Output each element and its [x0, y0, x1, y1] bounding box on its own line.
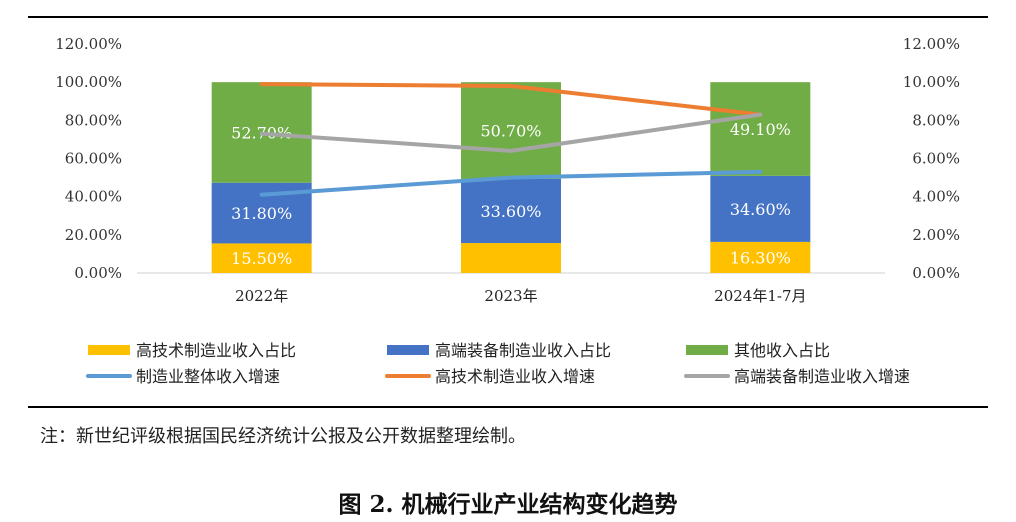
figure-caption: 图 2. 机械行业产业结构变化趋势	[338, 491, 678, 518]
bar-segment	[710, 82, 811, 176]
stacked-bar-line-chart: 0.00% 20.00% 40.00% 60.00% 80.00% 100.00% 120.…	[28, 16, 988, 408]
legend-label: 高技术制造业收入占比	[136, 341, 296, 360]
y-left-tick-label: 60.00%	[65, 150, 122, 168]
bar-data-label: 49.10%	[730, 120, 791, 139]
bar-data-label: 31.80%	[231, 204, 292, 223]
legend-label: 高端装备制造业收入占比	[435, 341, 611, 360]
bar-segment	[461, 243, 561, 273]
legend-label: 高端装备制造业收入增速	[734, 367, 910, 386]
y-right-tick-label: 2.00%	[912, 226, 960, 244]
bar-data-label: 15.50%	[231, 249, 292, 268]
y-left-tick-label: 40.00%	[65, 188, 122, 206]
series-line	[259, 112, 763, 153]
y-right-tick-label: 0.00%	[912, 264, 960, 282]
bar-segment	[211, 243, 312, 273]
bar-segment	[461, 178, 561, 244]
legend-swatch-bar	[88, 345, 130, 355]
y-right-tick-label: 12.00%	[903, 35, 960, 53]
y-right-tick-label: 10.00%	[903, 73, 960, 91]
bar-segment	[710, 175, 811, 242]
x-category-label: 2024年1-7月	[714, 287, 806, 305]
x-category-label: 2023年	[484, 287, 537, 305]
y-left-tick-label: 120.00%	[55, 35, 122, 53]
bar-data-label: 34.60%	[730, 200, 791, 219]
y-left-tick-label: 0.00%	[74, 264, 122, 282]
legend-label: 高技术制造业收入增速	[435, 367, 595, 386]
series-line	[259, 82, 763, 117]
bar-data-label: 33.60%	[480, 202, 541, 221]
legend-swatch-bar	[387, 345, 429, 355]
y-right-tick-label: 6.00%	[912, 150, 960, 168]
legend-label: 制造业整体收入增速	[136, 367, 280, 386]
y-left-tick-label: 80.00%	[65, 111, 122, 129]
y-right-tick-label: 8.00%	[912, 111, 960, 129]
y-left-tick-label: 20.00%	[65, 226, 122, 244]
series-line	[259, 169, 763, 197]
x-category-label: 2022年	[235, 287, 288, 305]
y-right-tick-label: 4.00%	[912, 188, 960, 206]
legend-swatch-bar	[686, 345, 728, 355]
bar-data-label: 50.70%	[480, 122, 541, 141]
chart-note: 注：新世纪评级根据国民经济统计公报及公开数据整理绘制。	[40, 426, 526, 447]
bar-segment	[710, 241, 811, 273]
legend-label: 其他收入占比	[734, 341, 830, 360]
bar-data-label: 16.30%	[730, 248, 791, 267]
y-left-tick-label: 100.00%	[55, 73, 122, 91]
bar-segment	[461, 82, 561, 179]
